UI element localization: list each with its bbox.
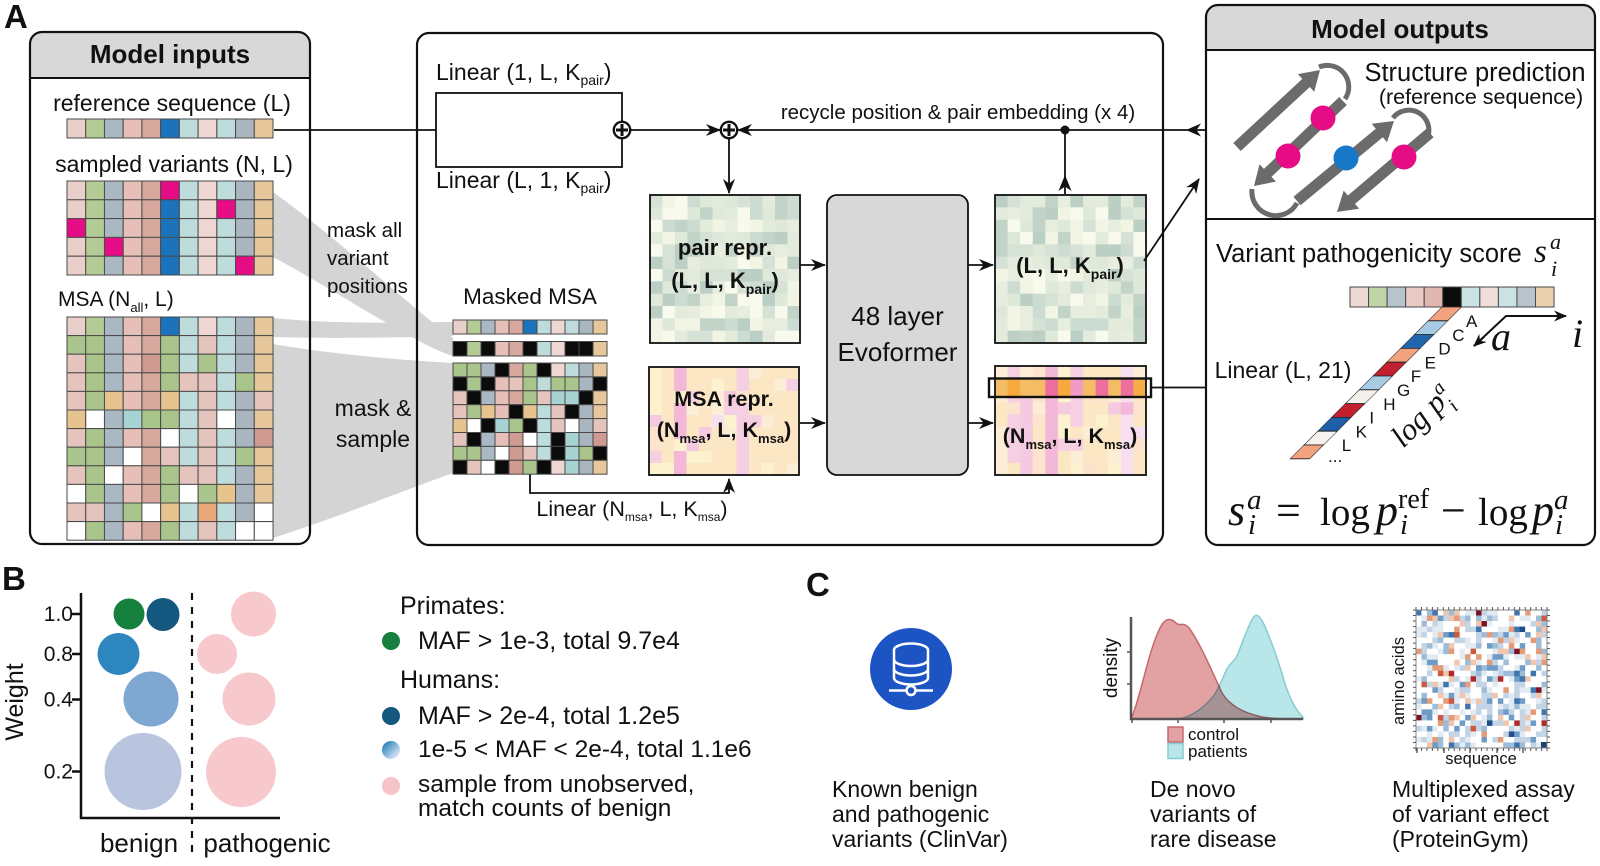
svg-text:...: ... bbox=[1328, 447, 1342, 466]
svg-text:48 layer: 48 layer bbox=[851, 301, 944, 331]
svg-text:Variant pathogenicity score: Variant pathogenicity score bbox=[1216, 240, 1522, 268]
svg-text:density: density bbox=[1101, 637, 1122, 698]
svg-text:K: K bbox=[1356, 422, 1368, 441]
svg-text:amino acids: amino acids bbox=[1390, 637, 1408, 725]
svg-text:sequence: sequence bbox=[1445, 750, 1517, 768]
svg-text:positions: positions bbox=[327, 275, 408, 298]
svg-text:a: a bbox=[1491, 314, 1511, 359]
svg-text:sample from unobserved,: sample from unobserved, bbox=[418, 771, 694, 798]
svg-text:De novo: De novo bbox=[1150, 776, 1236, 802]
svg-text:0.2: 0.2 bbox=[44, 761, 73, 784]
svg-text:s: s bbox=[1534, 234, 1547, 270]
svg-text:reference sequence (L): reference sequence (L) bbox=[53, 90, 291, 116]
svg-text:pathogenic: pathogenic bbox=[203, 828, 330, 858]
svg-text:H: H bbox=[1383, 395, 1395, 414]
svg-text:Linear (L, 21): Linear (L, 21) bbox=[1215, 357, 1352, 383]
svg-text:0.8: 0.8 bbox=[44, 643, 73, 666]
svg-text:L: L bbox=[1342, 436, 1351, 455]
svg-text:i: i bbox=[1400, 509, 1408, 541]
svg-text:E: E bbox=[1425, 353, 1436, 372]
svg-text:A: A bbox=[4, 0, 28, 35]
svg-text:p: p bbox=[1373, 486, 1398, 535]
svg-text:0.4: 0.4 bbox=[44, 689, 74, 712]
svg-text:of variant effect: of variant effect bbox=[1392, 801, 1549, 827]
svg-text:B: B bbox=[2, 560, 26, 597]
svg-text:Multiplexed assay: Multiplexed assay bbox=[1392, 776, 1575, 802]
svg-text:Model inputs: Model inputs bbox=[90, 39, 250, 69]
svg-text:Primates:: Primates: bbox=[400, 592, 506, 620]
svg-text:benign: benign bbox=[100, 828, 178, 858]
svg-text:i: i bbox=[1551, 256, 1557, 281]
svg-text:F: F bbox=[1411, 367, 1421, 386]
svg-text:Weight: Weight bbox=[1, 663, 29, 740]
svg-text:variants (ClinVar): variants (ClinVar) bbox=[832, 826, 1008, 852]
svg-text:A: A bbox=[1466, 312, 1478, 331]
svg-text:D: D bbox=[1438, 340, 1450, 359]
svg-text:mask &: mask & bbox=[335, 395, 412, 421]
svg-text:patients: patients bbox=[1188, 742, 1248, 761]
svg-text:1.0: 1.0 bbox=[44, 603, 73, 626]
svg-text:mask all: mask all bbox=[327, 219, 402, 242]
svg-text:rare disease: rare disease bbox=[1150, 826, 1277, 852]
svg-text:variant: variant bbox=[327, 247, 389, 270]
svg-text:a: a bbox=[1247, 484, 1262, 516]
svg-text:−: − bbox=[1441, 486, 1466, 535]
svg-text:a: a bbox=[1550, 229, 1561, 254]
svg-text:variants of: variants of bbox=[1150, 801, 1257, 827]
svg-text:(reference sequence): (reference sequence) bbox=[1379, 85, 1583, 109]
svg-text:MSA (Nall, L): MSA (Nall, L) bbox=[58, 288, 174, 315]
svg-text:log: log bbox=[1320, 491, 1370, 534]
svg-text:=: = bbox=[1276, 486, 1301, 535]
svg-text:Humans:: Humans: bbox=[400, 666, 500, 694]
svg-text:MAF > 1e-3, total 9.7e4: MAF > 1e-3, total 9.7e4 bbox=[418, 627, 680, 655]
svg-text:pair repr.: pair repr. bbox=[678, 235, 772, 260]
svg-text:1e-5 < MAF < 2e-4, total 1.1e6: 1e-5 < MAF < 2e-4, total 1.1e6 bbox=[418, 736, 752, 763]
svg-text:MAF > 2e-4, total 1.2e5: MAF > 2e-4, total 1.2e5 bbox=[418, 702, 680, 730]
svg-text:sample: sample bbox=[336, 426, 410, 452]
svg-text:and pathogenic: and pathogenic bbox=[832, 801, 989, 827]
svg-text:i: i bbox=[1555, 509, 1563, 541]
svg-text:G: G bbox=[1397, 381, 1410, 400]
svg-text:p: p bbox=[1529, 486, 1554, 535]
svg-text:recycle position & pair embedd: recycle position & pair embedding (x 4) bbox=[781, 101, 1135, 124]
svg-text:Known benign: Known benign bbox=[832, 776, 978, 802]
svg-text:Structure prediction: Structure prediction bbox=[1364, 59, 1585, 87]
svg-text:Masked MSA: Masked MSA bbox=[463, 284, 597, 309]
svg-text:(ProteinGym): (ProteinGym) bbox=[1392, 826, 1529, 852]
svg-text:match counts of benign: match counts of benign bbox=[418, 795, 671, 822]
svg-text:log: log bbox=[1478, 491, 1528, 534]
svg-text:i: i bbox=[1248, 509, 1256, 541]
svg-text:i: i bbox=[1572, 311, 1583, 356]
svg-text:sampled variants (N, L): sampled variants (N, L) bbox=[55, 151, 293, 177]
svg-text:control: control bbox=[1188, 725, 1239, 744]
svg-text:a: a bbox=[1554, 484, 1569, 516]
svg-text:ref: ref bbox=[1398, 484, 1430, 515]
svg-text:Evoformer: Evoformer bbox=[838, 337, 958, 367]
svg-text:s: s bbox=[1228, 486, 1245, 535]
svg-text:Model outputs: Model outputs bbox=[1311, 14, 1489, 44]
svg-text:I: I bbox=[1369, 409, 1374, 428]
svg-text:C: C bbox=[1452, 326, 1464, 345]
svg-text:C: C bbox=[806, 566, 830, 603]
svg-text:MSA repr.: MSA repr. bbox=[674, 387, 774, 411]
